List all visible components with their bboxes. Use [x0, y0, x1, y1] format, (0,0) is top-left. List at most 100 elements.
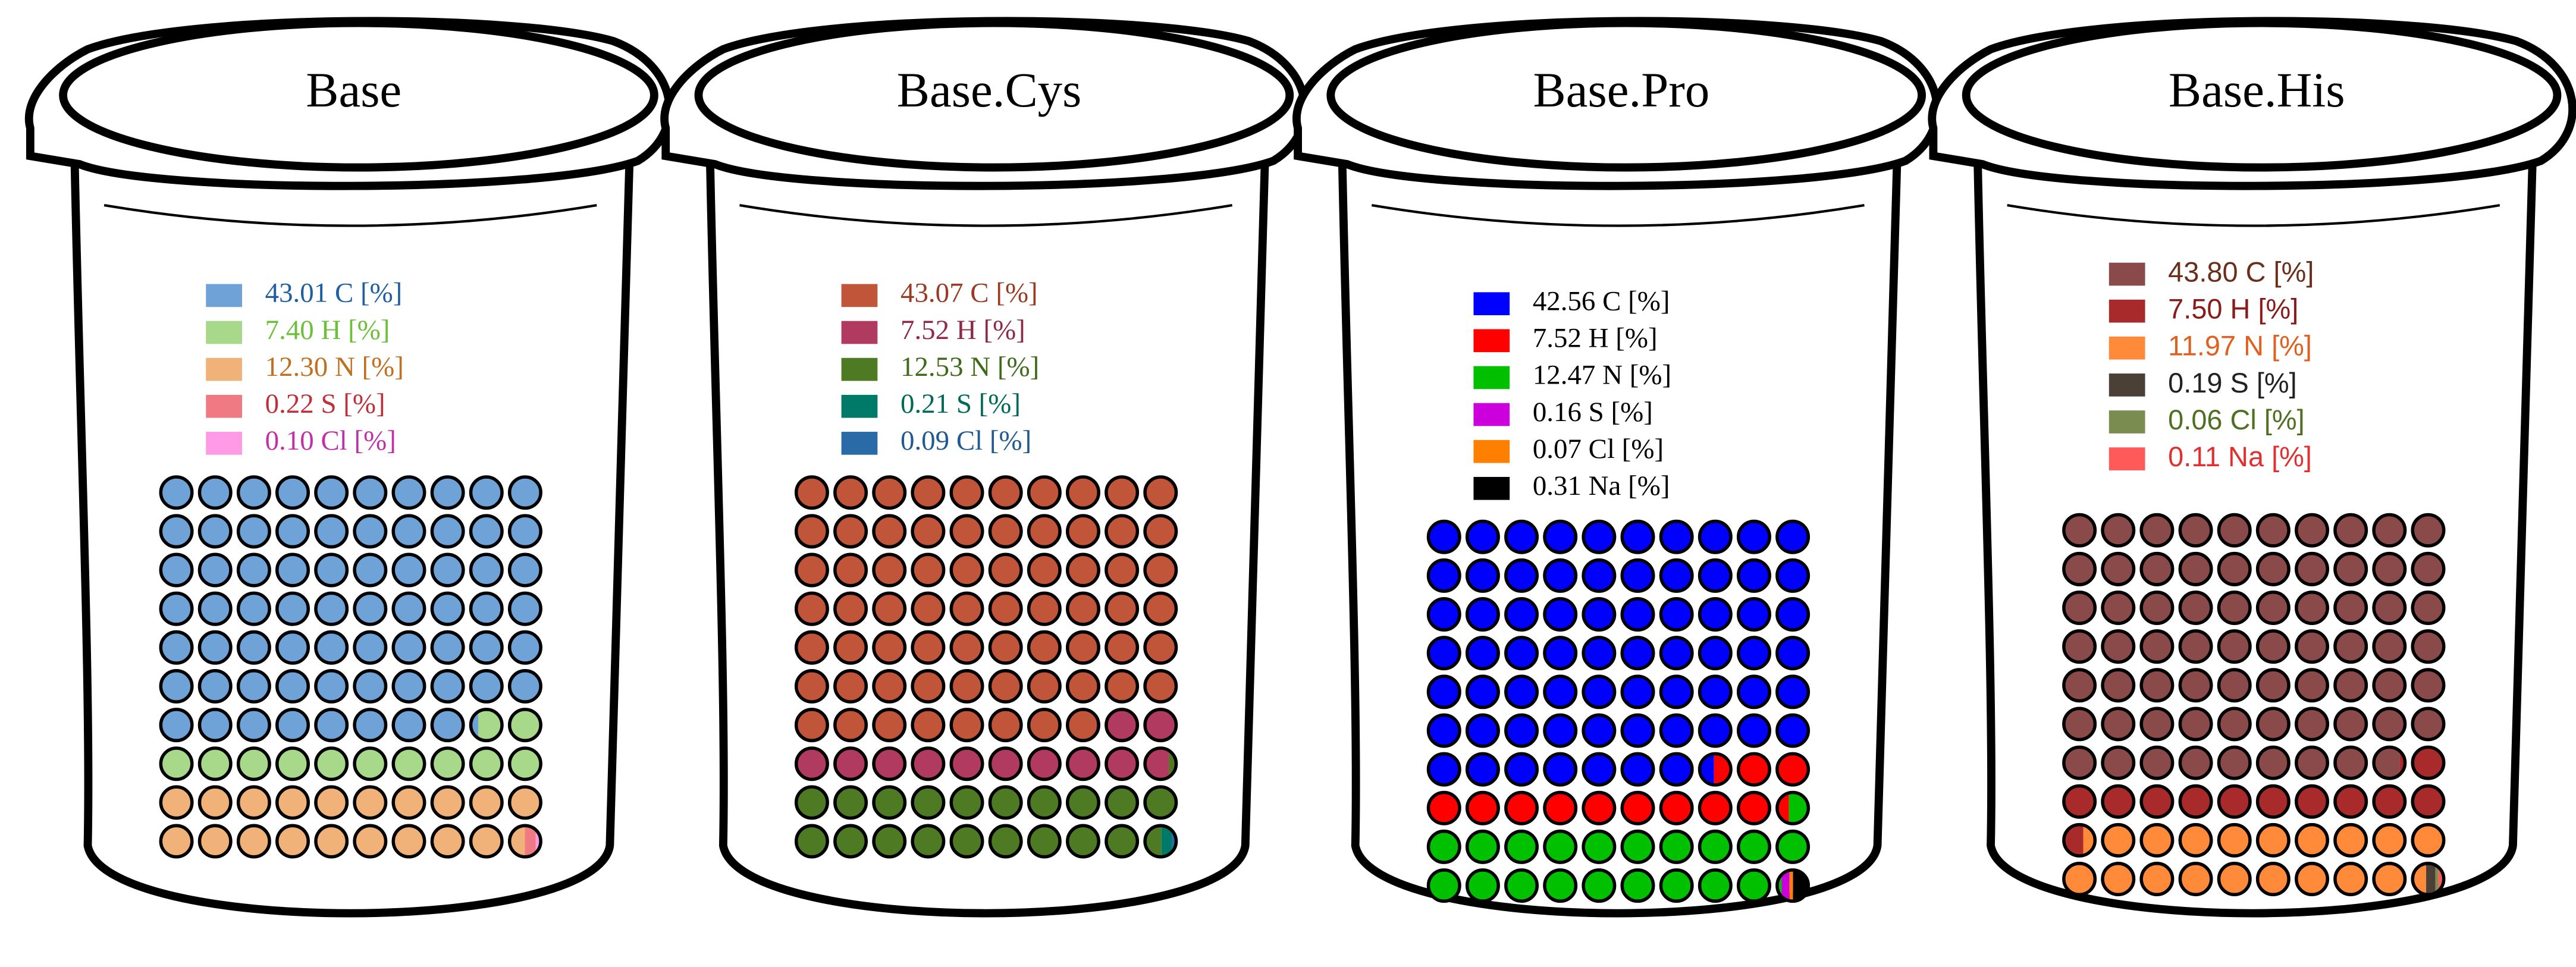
waffle-dot — [2101, 862, 2136, 897]
waffle-dot — [911, 785, 946, 820]
waffle-dot — [1426, 636, 1461, 671]
waffle-dot — [314, 552, 349, 588]
waffle-dot — [1143, 785, 1178, 820]
waffle-dot — [391, 552, 426, 588]
waffle-dot — [2178, 668, 2213, 703]
waffle-dot — [2178, 707, 2213, 742]
waffle-dot — [1504, 519, 1539, 554]
waffle-dot — [1065, 785, 1100, 820]
waffle-dot — [2295, 590, 2330, 625]
waffle-dot — [1105, 824, 1140, 859]
waffle-dot — [353, 746, 388, 781]
dot-outline — [2411, 862, 2446, 897]
waffle-dot — [197, 552, 233, 588]
waffle-dot — [1736, 829, 1771, 864]
waffle-dot — [1426, 558, 1461, 593]
legend-label: 7.40 H [%] — [265, 315, 390, 346]
waffle-dot — [275, 708, 310, 743]
waffle-dot — [353, 552, 388, 588]
waffle-dot — [1582, 752, 1617, 787]
waffle-dot — [1143, 708, 1178, 743]
waffle-dot — [1698, 519, 1733, 554]
waffle-dot — [2372, 668, 2407, 703]
waffle-dot — [949, 668, 984, 704]
waffle-dot — [469, 475, 504, 510]
waffle-dot — [2255, 707, 2291, 742]
waffle-dot-part — [1781, 869, 1790, 902]
waffle-dot — [2295, 668, 2330, 703]
waffle-dot — [988, 746, 1023, 781]
waffle-dot — [2255, 513, 2291, 548]
waffle-dot — [2062, 707, 2097, 742]
waffle-dot — [1659, 752, 1694, 787]
legend-swatch — [206, 284, 242, 307]
waffle-dot — [469, 824, 504, 859]
waffle-dot — [1775, 829, 1811, 864]
waffle-dot — [2372, 551, 2407, 586]
beaker-mouth — [1326, 18, 1926, 172]
waffle-dot — [197, 591, 233, 626]
waffle-dot — [949, 746, 984, 781]
dot-outline — [1698, 752, 1733, 787]
legend-label: 0.06 Cl [%] — [2168, 404, 2305, 435]
waffle-dot — [1504, 829, 1539, 864]
waffle-dot — [2139, 745, 2175, 780]
waffle-dot — [2217, 513, 2252, 548]
waffle-dot — [353, 475, 388, 510]
legend-label: 0.22 S [%] — [265, 388, 385, 419]
waffle-dot — [1465, 519, 1500, 554]
legend-label: 0.07 Cl [%] — [1533, 434, 1664, 464]
waffle-dot — [1027, 514, 1062, 549]
beaker-mouth — [59, 18, 658, 172]
waffle-dot — [2411, 822, 2446, 858]
chart-title: Base.His — [2169, 62, 2345, 117]
waffle-dot — [1504, 674, 1539, 709]
legend-swatch — [206, 357, 242, 381]
legend-swatch — [2109, 336, 2145, 360]
waffle-dot — [1465, 868, 1500, 903]
waffle-dot — [2372, 784, 2407, 819]
beaker-mouth — [1962, 18, 2562, 172]
dot-outline — [1143, 824, 1178, 859]
waffle-dot — [430, 708, 465, 743]
waffle-dot — [1027, 591, 1062, 626]
waffle-dot — [911, 668, 946, 704]
waffle-dot — [872, 824, 907, 859]
waffle-dot — [1620, 597, 1655, 632]
waffle-dot — [833, 630, 868, 665]
beaker-rim — [1928, 17, 2576, 190]
waffle-dot — [2217, 784, 2252, 819]
waffle-dot — [1065, 824, 1100, 859]
waffle-dot — [988, 668, 1023, 704]
waffle-dot — [1620, 713, 1655, 748]
waffle-dot — [391, 630, 426, 665]
waffle-dot — [469, 552, 504, 588]
waffle-dot — [1105, 475, 1140, 510]
dot-outline — [507, 824, 542, 859]
waffle-dot — [1620, 829, 1655, 864]
dot-outline — [2372, 745, 2407, 780]
waffle-dot — [2062, 513, 2097, 548]
waffle-dot — [1065, 746, 1100, 781]
waffle-dot — [2101, 513, 2136, 548]
waffle-dot — [988, 785, 1023, 820]
waffle-dot — [2062, 551, 2097, 586]
dot-outline — [507, 746, 542, 781]
waffle-dot — [2411, 784, 2446, 819]
waffle-dot — [1065, 630, 1100, 665]
legend-swatch — [841, 357, 878, 381]
waffle-dot — [1027, 708, 1062, 743]
beaker-chart: Base.Cys 43.07 C [%] 7.52 H [%] 12.53 N [%]… — [660, 17, 1309, 918]
waffle-dot — [949, 514, 984, 549]
legend-swatch — [1473, 366, 1510, 390]
waffle-dot — [275, 668, 310, 704]
waffle-dot — [1582, 790, 1617, 825]
beaker-chart: Base 43.01 C [%] 7.40 H [%] 12.30 N [%] 0.22… — [25, 17, 674, 918]
beaker-rim — [1292, 17, 1941, 190]
waffle-dot — [833, 668, 868, 704]
waffle-dot — [1426, 713, 1461, 748]
waffle-dot — [1736, 752, 1771, 787]
waffle-dot — [1504, 790, 1539, 825]
waffle-dot — [430, 552, 465, 588]
waffle-dot — [2101, 551, 2136, 586]
